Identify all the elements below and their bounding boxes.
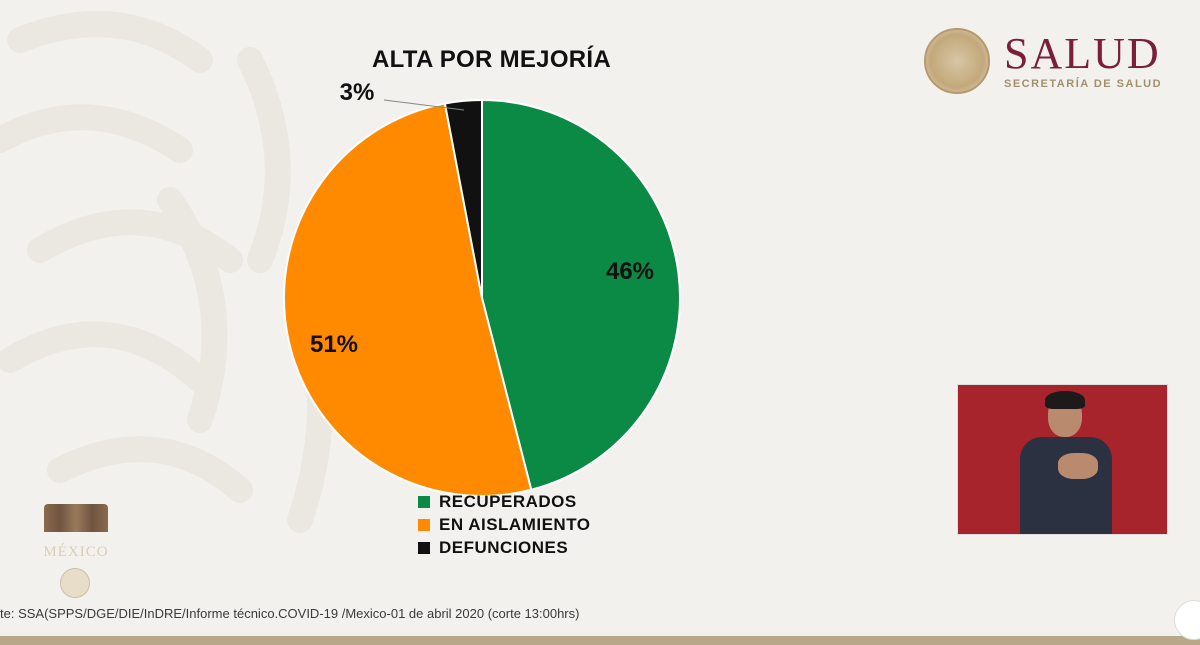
background-pattern [0,11,333,533]
interpreter-body [1020,437,1112,534]
brand-subtitle: SECRETARÍA DE SALUD [1004,78,1163,90]
chart-title: ALTA POR MEJORÍA [372,46,612,73]
bottom-bar [0,636,1200,645]
legend-item-recuperados: RECUPERADOS [418,490,591,513]
chart-legend: RECUPERADOS EN AISLAMIENTO DEFUNCIONES [418,490,591,559]
salud-brand: SALUD SECRETARÍA DE SALUD [920,26,1180,96]
interpreter-hands [1058,453,1098,479]
slice-label-defunciones: 3% [340,79,375,106]
mexico-wordmark: MÉXICO [43,544,109,560]
source-note: te: SSA(SPPS/DGE/DIE/InDRE/Informe técni… [0,606,580,621]
slice-label-en-aislamiento: 51% [310,331,358,358]
legend-swatch [418,518,430,531]
interpreter-hair [1045,391,1085,409]
defunciones-leader-line [383,99,465,111]
slice-recuperados [481,98,681,491]
legend-item-en-aislamiento: EN AISLAMIENTO [418,513,591,536]
corner-badge-icon [1174,600,1200,640]
legend-label: DEFUNCIONES [439,537,569,557]
mini-seal-icon [60,568,90,598]
national-seal-icon [924,28,990,94]
gobierno-de-mexico-logo: MÉXICO [38,496,114,606]
brand-name: SALUD [1004,29,1161,78]
legend-label: RECUPERADOS [439,491,577,511]
sign-language-interpreter-video [957,384,1168,535]
legend-swatch [418,495,430,508]
legend-item-defunciones: DEFUNCIONES [418,536,591,559]
heroes-figures-icon [44,504,108,532]
slice-defunciones [443,98,483,299]
slice-en-aislamiento [283,102,533,497]
slice-label-recuperados: 46% [606,258,654,285]
legend-swatch [418,541,430,554]
legend-label: EN AISLAMIENTO [439,514,591,534]
